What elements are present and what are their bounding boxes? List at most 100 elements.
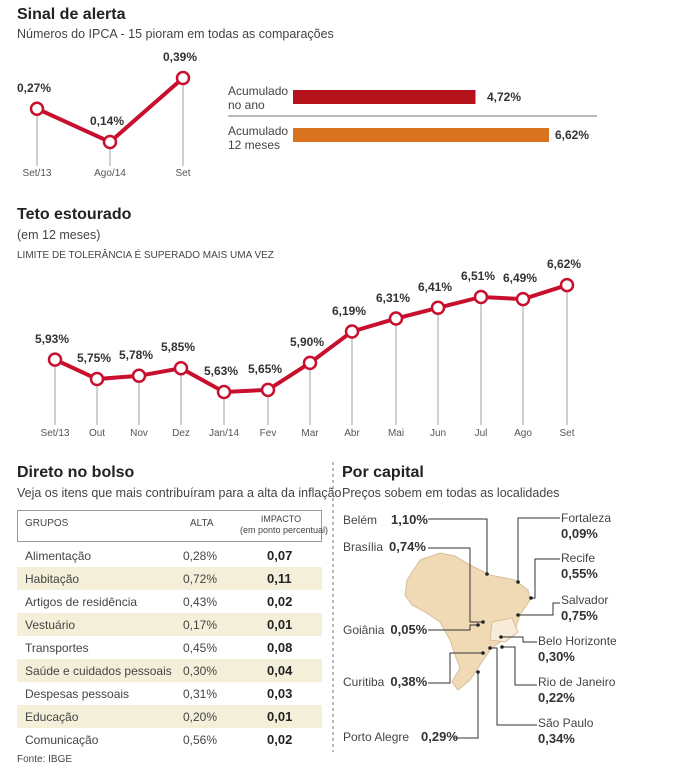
city-name: Belém: [343, 513, 378, 527]
capital-subtitle: Preços sobem em todas as localidades: [342, 486, 560, 500]
leader-curitiba: [428, 652, 483, 684]
city-porto-alegre: Porto Alegre 0,29%: [343, 728, 458, 746]
leader-salvador: [518, 602, 560, 616]
table-row: Despesas pessoais 0,31% 0,03: [17, 682, 322, 705]
data-label: 5,63%: [204, 364, 239, 378]
city-dot: [476, 670, 480, 674]
bar-label-12m: Acumulado 12 meses: [228, 124, 288, 152]
header-impacto-sub: (em ponto percentual): [240, 525, 329, 535]
bolso-subtitle: Veja os itens que mais contribuíram para…: [17, 486, 342, 500]
tick-label: Mai: [387, 428, 405, 439]
city-value: 0,30%: [538, 649, 575, 664]
cell-impacto: 0,02: [267, 594, 293, 609]
city-dot: [485, 572, 489, 576]
header-impacto-label: IMPACTO: [260, 514, 302, 524]
brazil-map: [404, 552, 531, 691]
city-name: Porto Alegre: [343, 730, 410, 744]
tick-label: Abr: [344, 428, 360, 439]
tick-label: Jun: [429, 428, 447, 439]
city-dot: [529, 596, 533, 600]
bar-ano: [293, 90, 476, 104]
cell-impacto: 0,03: [267, 686, 293, 701]
header-alta: ALTA: [190, 518, 214, 529]
city-name: Curitiba: [343, 675, 385, 689]
city-brasilia: Brasília 0,74%: [343, 538, 426, 556]
teto-note: LIMITE DE TOLERÂNCIA É SUPERADO MAIS UMA…: [17, 250, 274, 261]
city-salvador: Salvador 0,75%: [561, 593, 608, 623]
city-value: 0,74%: [389, 539, 426, 554]
tick-label: Set: [559, 428, 575, 439]
city-dot: [476, 623, 480, 627]
leader-brasilia: [428, 547, 483, 623]
city-name: Recife: [561, 551, 596, 565]
data-point: [47, 352, 63, 367]
tick-label: Out: [88, 428, 106, 439]
capital-title: Por capital: [342, 464, 424, 481]
cell-alta: 0,31%: [183, 687, 218, 701]
city-name: Rio de Janeiro: [538, 675, 616, 689]
tick-label: Jul: [474, 428, 488, 439]
teto-subtitle: (em 12 meses): [17, 228, 101, 242]
city-dot: [499, 635, 503, 639]
data-point: [102, 134, 118, 150]
data-point: [559, 277, 575, 293]
city-name: Fortaleza: [561, 511, 612, 525]
bar-value-ano: 4,72%: [487, 90, 522, 104]
data-label: 5,75%: [77, 351, 112, 366]
data-label: 6,41%: [418, 279, 453, 294]
cell-grupo: Alimentação: [25, 549, 92, 563]
city-value: 0,09%: [561, 526, 598, 541]
tick-label: Nov: [130, 428, 148, 439]
leader-belem: [428, 518, 488, 574]
tick-label: Ago: [514, 428, 532, 439]
data-label: 5,78%: [119, 347, 154, 362]
data-label: 6,49%: [503, 271, 538, 286]
cell-alta: 0,20%: [183, 710, 218, 724]
series-line: [36, 76, 185, 145]
bolso-title: Direto no bolso: [17, 464, 135, 481]
leader-recife: [531, 558, 560, 599]
bar-label-line: Acumulado: [228, 124, 289, 138]
header-impacto: IMPACTO (em ponto percentual): [240, 514, 329, 536]
sinal-title: Sinal de alerta: [17, 6, 126, 23]
data-label: 6,51%: [461, 268, 496, 283]
city-name: Goiânia: [343, 623, 385, 637]
bar-value-12m: 6,62%: [555, 128, 590, 142]
data-label: 5,93%: [35, 331, 70, 346]
tick-label: Fev: [259, 428, 277, 439]
city-rio: Rio de Janeiro 0,22%: [538, 675, 615, 705]
bar-label-ano: Acumulado no ano: [228, 84, 288, 112]
cell-grupo: Artigos de residência: [25, 595, 138, 609]
data-point: [29, 101, 45, 116]
table-row: Vestuário 0,17% 0,01: [17, 613, 322, 636]
city-name: Brasília: [343, 540, 384, 554]
city-sao-paulo: São Paulo 0,34%: [538, 716, 593, 746]
cell-alta: 0,56%: [183, 733, 218, 747]
table-header: GRUPOS ALTA IMPACTO (em ponto percentual): [17, 510, 329, 542]
cell-alta: 0,72%: [183, 572, 218, 586]
city-dot: [481, 651, 485, 655]
highlighted-state: [489, 617, 519, 643]
cell-alta: 0,30%: [183, 664, 218, 678]
data-point: [216, 384, 232, 400]
data-point: [515, 291, 531, 307]
city-value: 0,05%: [390, 622, 428, 637]
cell-grupo: Habitação: [25, 572, 80, 586]
tick-label: Set: [175, 168, 191, 179]
data-label: 6,19%: [332, 303, 367, 318]
data-point: [131, 368, 147, 384]
city-dot: [516, 613, 520, 617]
city-value: 0,22%: [538, 690, 575, 705]
cell-impacto: 0,04: [267, 663, 293, 678]
cell-grupo: Saúde e cuidados pessoais: [25, 664, 172, 678]
data-point: [260, 382, 276, 398]
header-grupos: GRUPOS: [25, 518, 69, 529]
data-point: [344, 324, 360, 339]
cell-alta: 0,28%: [183, 549, 218, 563]
data-label: 6,31%: [376, 290, 411, 305]
tick-label: Mar: [301, 428, 319, 439]
leader-fortaleza: [517, 517, 560, 582]
cell-alta: 0,45%: [183, 641, 218, 655]
cell-grupo: Comunicação: [25, 733, 99, 747]
